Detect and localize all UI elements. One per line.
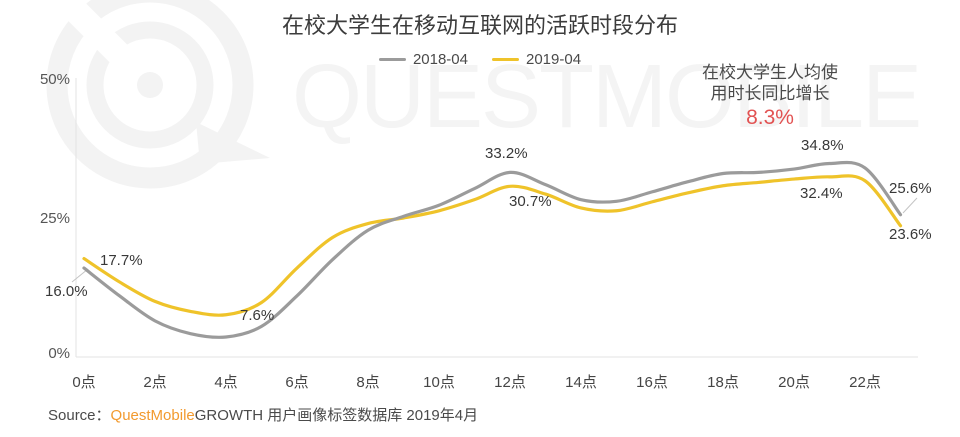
- callout-line-16-percent: [71, 268, 89, 283]
- legend-label-2018: 2018-04: [412, 51, 468, 68]
- source-brand: QuestMobile: [110, 407, 195, 424]
- annotation-value: 8.3%: [746, 106, 794, 129]
- source-prefix: Source：: [48, 407, 111, 424]
- series-line-2019-04: [82, 174, 903, 317]
- legend-swatch-2019: [492, 58, 519, 61]
- source-line: Source：QuestMobileGROWTH 用户画像标签数据库 2019年…: [48, 404, 478, 425]
- callout-line-25-percent: [902, 197, 918, 214]
- series-line-2018-04: [82, 160, 903, 339]
- annotation-line2: 用时长同比增长: [710, 84, 830, 103]
- annotation-line1: 在校大学生人均使: [702, 63, 838, 82]
- chart-legend: 2018-04 2019-04: [0, 51, 960, 68]
- growth-annotation: 在校大学生人均使 用时长同比增长 8.3%: [675, 62, 865, 128]
- source-rest: GROWTH 用户画像标签数据库 2019年4月: [194, 407, 479, 424]
- legend-item-2019: 2019-04: [492, 51, 581, 68]
- legend-label-2019: 2019-04: [526, 51, 582, 68]
- legend-swatch-2018: [378, 58, 406, 61]
- legend-item-2018: 2018-04: [378, 51, 468, 68]
- page-title: 在校大学生在移动互联网的活跃时段分布: [281, 13, 678, 38]
